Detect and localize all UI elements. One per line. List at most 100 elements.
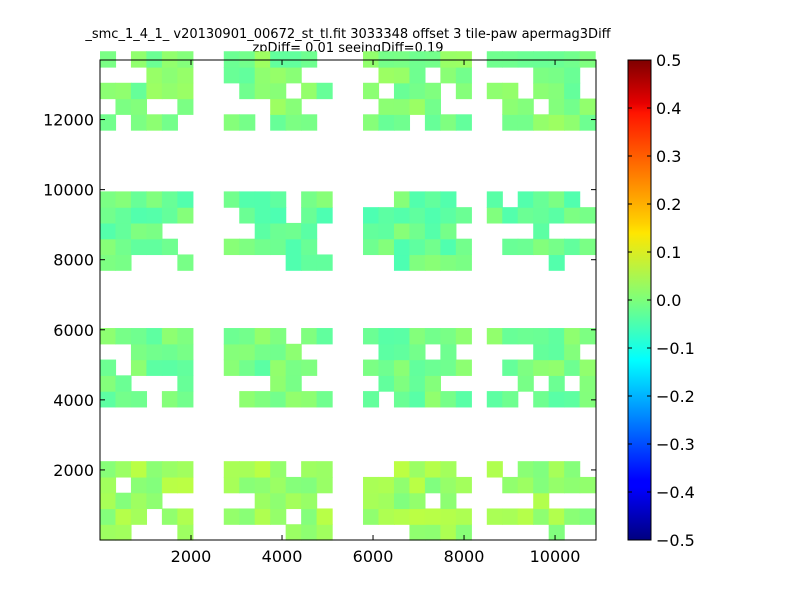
heatmap-cell — [254, 492, 271, 510]
heatmap-cell — [100, 254, 117, 271]
heatmap-cell — [393, 375, 411, 392]
heatmap-cell — [316, 476, 333, 494]
heatmap-cell — [455, 207, 472, 224]
heatmap-cell — [363, 207, 380, 224]
heatmap-cell — [161, 461, 178, 478]
heatmap-cell — [533, 51, 550, 68]
heatmap-cell — [517, 359, 534, 376]
heatmap-cell — [564, 238, 581, 256]
heatmap-cell — [301, 391, 318, 408]
heatmap-cell — [254, 67, 271, 84]
heatmap-cell — [223, 238, 240, 256]
heatmap-cell — [301, 82, 318, 100]
colorbar-tick-label: −0.5 — [656, 531, 695, 550]
heatmap-cell — [239, 67, 256, 84]
heatmap-cell — [115, 98, 132, 115]
heatmap-cell — [177, 375, 194, 392]
heatmap-cell — [424, 82, 441, 100]
heatmap-cell — [285, 476, 302, 494]
heatmap-cell — [161, 476, 178, 494]
heatmap-cell — [223, 359, 240, 376]
heatmap-cell — [146, 343, 163, 361]
heatmap-cell — [239, 359, 256, 376]
heatmap-cell — [146, 461, 163, 478]
heatmap-cell — [393, 328, 411, 345]
heatmap-cell — [393, 98, 411, 115]
heatmap-cell — [301, 222, 318, 240]
heatmap-cell — [548, 238, 565, 256]
heatmap-cell — [424, 114, 441, 131]
heatmap-cell — [239, 207, 256, 224]
heatmap-cell — [363, 359, 380, 376]
heatmap-cell — [100, 328, 117, 345]
heatmap-cell — [115, 238, 132, 256]
heatmap-cell — [130, 359, 148, 376]
heatmap-cell — [409, 492, 426, 510]
heatmap-cell — [393, 238, 411, 256]
heatmap-cell — [548, 476, 565, 494]
heatmap-cell — [548, 375, 565, 392]
x-tick-label: 4000 — [262, 547, 303, 566]
heatmap-cell — [239, 476, 256, 494]
heatmap-cell — [285, 343, 302, 361]
heatmap-cell — [285, 359, 302, 376]
heatmap-cell — [146, 492, 163, 510]
heatmap-cell — [533, 391, 550, 408]
heatmap-cell — [161, 67, 178, 84]
heatmap-cell — [254, 51, 271, 68]
heatmap-cell — [564, 476, 581, 494]
heatmap-cell — [440, 51, 457, 68]
heatmap-cell — [115, 207, 132, 224]
heatmap-cell — [393, 67, 411, 84]
heatmap-cell — [548, 254, 565, 271]
heatmap-cell — [440, 461, 457, 478]
heatmap-cell — [254, 391, 271, 408]
heatmap-cell — [424, 461, 441, 478]
heatmap-cell — [285, 375, 302, 392]
heatmap-cell — [115, 375, 132, 392]
heatmap-cell — [285, 492, 302, 510]
heatmap-cell — [393, 207, 411, 224]
heatmap-cell — [455, 391, 472, 408]
heatmap-cell — [130, 82, 148, 100]
heatmap-cell — [579, 391, 596, 408]
y-tick-label: 12000 — [43, 111, 94, 130]
heatmap-cell — [100, 207, 117, 224]
heatmap-cell — [393, 222, 411, 240]
heatmap-cell — [254, 461, 271, 478]
heatmap-cell — [564, 191, 581, 208]
heatmap-cell — [316, 508, 333, 525]
heatmap-cell — [564, 51, 581, 68]
heatmap-cell — [270, 359, 287, 376]
colorbar-tick-label: 0.5 — [656, 51, 681, 70]
heatmap-cell — [100, 461, 117, 478]
heatmap-cell — [270, 461, 287, 478]
heatmap-cell — [177, 51, 194, 68]
heatmap-cell — [579, 207, 596, 224]
heatmap-cell — [363, 328, 380, 345]
heatmap-cell — [285, 51, 302, 68]
heatmap-cell — [564, 328, 581, 345]
heatmap-cell — [393, 191, 411, 208]
heatmap-cell — [378, 222, 395, 240]
heatmap-cell — [424, 391, 441, 408]
heatmap-cell — [130, 98, 148, 115]
heatmap-cell — [239, 508, 256, 525]
heatmap-cell — [239, 343, 256, 361]
heatmap-cell — [270, 114, 287, 131]
heatmap-cell — [146, 51, 163, 68]
x-tick-label: 6000 — [353, 547, 394, 566]
heatmap-cell — [548, 359, 565, 376]
heatmap-cell — [130, 492, 148, 510]
heatmap-cell — [115, 524, 132, 541]
heatmap-cell — [161, 114, 178, 131]
heatmap-cell — [316, 191, 333, 208]
heatmap-cell — [548, 114, 565, 131]
heatmap-cell — [455, 51, 472, 68]
heatmap-cell — [270, 391, 287, 408]
heatmap-cell — [564, 343, 581, 361]
heatmap-cell — [393, 114, 411, 131]
heatmap-cell — [254, 207, 271, 224]
heatmap-cell — [424, 524, 441, 541]
heatmap-cell — [378, 328, 395, 345]
